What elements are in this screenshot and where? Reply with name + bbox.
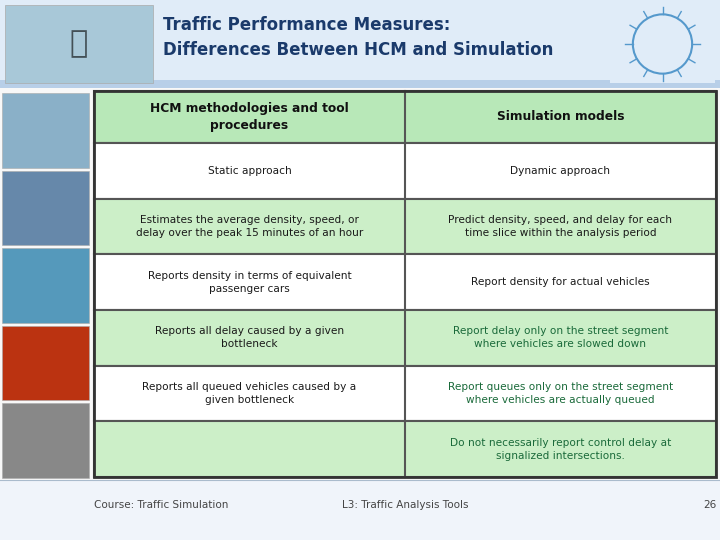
Text: Report density for actual vehicles: Report density for actual vehicles	[471, 277, 650, 287]
Text: Reports density in terms of equivalent
passenger cars: Reports density in terms of equivalent p…	[148, 271, 351, 294]
Bar	[0, 0, 720, 88]
Bar	[94, 199, 716, 254]
Text: Do not necessarily report control delay at
signalized intersections.: Do not necessarily report control delay …	[450, 438, 671, 461]
Bar	[0, 80, 720, 88]
Text: HCM methodologies and tool
procedures: HCM methodologies and tool procedures	[150, 102, 349, 132]
Text: Differences Between HCM and Simulation: Differences Between HCM and Simulation	[163, 41, 554, 59]
Text: Course: Traffic Simulation: Course: Traffic Simulation	[94, 500, 228, 510]
Bar	[2, 248, 89, 323]
Text: 26: 26	[703, 500, 716, 510]
Bar	[94, 143, 716, 199]
Bar	[610, 5, 715, 83]
Bar	[94, 421, 716, 477]
Text: Estimates the average density, speed, or
delay over the peak 15 minutes of an ho: Estimates the average density, speed, or…	[136, 215, 363, 238]
Bar	[94, 310, 716, 366]
Text: Reports all queued vehicles caused by a
given bottleneck: Reports all queued vehicles caused by a …	[143, 382, 356, 405]
Bar	[94, 91, 716, 477]
Bar	[2, 171, 89, 245]
Text: Dynamic approach: Dynamic approach	[510, 166, 611, 176]
Text: Static approach: Static approach	[207, 166, 292, 176]
Text: Report delay only on the street segment
where vehicles are slowed down: Report delay only on the street segment …	[453, 327, 668, 349]
Text: Reports all delay caused by a given
bottleneck: Reports all delay caused by a given bott…	[155, 327, 344, 349]
Bar	[2, 403, 89, 478]
Text: Report queues only on the street segment
where vehicles are actually queued: Report queues only on the street segment…	[448, 382, 673, 405]
Bar	[94, 91, 716, 143]
Text: Traffic Performance Measures:: Traffic Performance Measures:	[163, 16, 451, 34]
Text: L3: Traffic Analysis Tools: L3: Traffic Analysis Tools	[342, 500, 468, 510]
Text: 🚢: 🚢	[70, 30, 88, 58]
Bar	[2, 326, 89, 400]
Bar	[94, 254, 716, 310]
Bar	[5, 5, 153, 83]
Text: Predict density, speed, and delay for each
time slice within the analysis period: Predict density, speed, and delay for ea…	[449, 215, 672, 238]
Text: Simulation models: Simulation models	[497, 111, 624, 124]
Bar	[94, 366, 716, 421]
Bar	[0, 88, 720, 480]
Bar	[2, 93, 89, 167]
